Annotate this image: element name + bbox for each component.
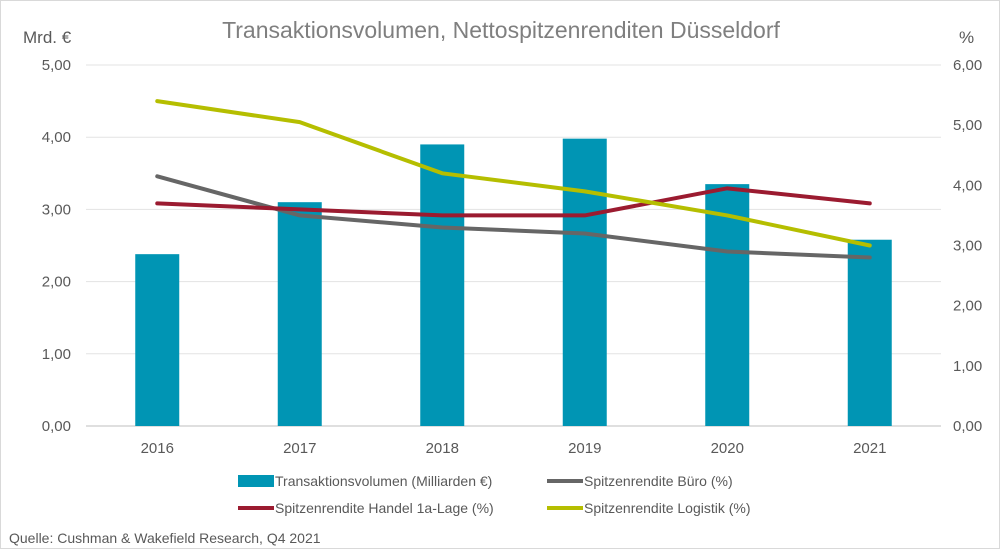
axes: 0,00 1,00 2,00 3,00 4,00 5,00 0,00 1,00 2,00 3,00… <box>42 57 982 457</box>
bar-2017 <box>277 202 322 426</box>
y-tick-left: 4,00 <box>42 129 71 146</box>
x-tick-label: 2016 <box>141 440 174 457</box>
bar-2018 <box>420 144 465 427</box>
series-line-3 <box>155 99 872 248</box>
legend-label: Transaktionsvolumen (Milliarden €) <box>275 473 492 489</box>
y-tick-left: 5,00 <box>42 57 71 74</box>
legend-label: Spitzenrendite Logistik (%) <box>584 500 751 516</box>
chart-title: Transaktionsvolumen, Nettospitzenrendite… <box>222 17 780 43</box>
y-tick-right: 5,00 <box>953 117 982 134</box>
bar-2016 <box>135 254 180 426</box>
legend-label: Spitzenrendite Handel 1a-Lage (%) <box>275 500 494 516</box>
y-tick-right: 4,00 <box>953 177 982 194</box>
gridlines <box>86 64 941 427</box>
y-tick-right: 6,00 <box>953 57 982 74</box>
x-tick-label: 2020 <box>711 440 744 457</box>
y-tick-left: 2,00 <box>42 274 71 291</box>
legend-swatch-bar <box>238 475 274 487</box>
y-tick-left: 1,00 <box>42 346 71 363</box>
legend: Transaktionsvolumen (Milliarden €) Spitze… <box>238 473 751 516</box>
legend-label: Spitzenrendite Büro (%) <box>584 473 733 489</box>
bars <box>135 138 892 427</box>
series-line-2 <box>155 186 872 218</box>
y-tick-right: 0,00 <box>953 418 982 435</box>
x-tick-label: 2021 <box>853 440 886 457</box>
x-tick-label: 2017 <box>283 440 316 457</box>
bar-2019 <box>562 138 607 427</box>
bar-2021 <box>847 239 892 426</box>
y-axis-left-unit: Mrd. € <box>23 28 72 47</box>
bar-2020 <box>705 184 750 426</box>
series-lines <box>155 99 872 260</box>
y-tick-left: 3,00 <box>42 201 71 218</box>
y-tick-right: 2,00 <box>953 298 982 315</box>
y-axis-right-unit: % <box>959 28 974 47</box>
y-tick-right: 3,00 <box>953 238 982 255</box>
x-tick-label: 2019 <box>568 440 601 457</box>
x-tick-label: 2018 <box>426 440 459 457</box>
y-tick-right: 1,00 <box>953 358 982 375</box>
source-note: Quelle: Cushman & Wakefield Research, Q4… <box>9 530 321 546</box>
y-tick-left: 0,00 <box>42 418 71 435</box>
